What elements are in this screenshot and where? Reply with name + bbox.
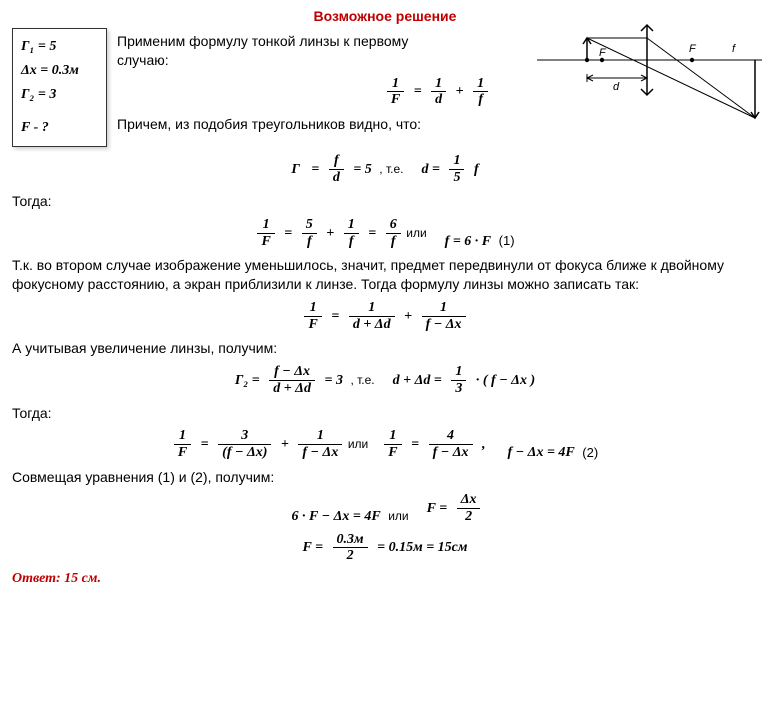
n: f − Δx bbox=[269, 364, 315, 380]
F-right: F bbox=[689, 43, 697, 55]
d: d bbox=[329, 170, 344, 187]
d-label: d bbox=[613, 81, 620, 93]
given-find: F - ? bbox=[21, 116, 98, 140]
n: 1 bbox=[349, 300, 395, 316]
d: (f − Δx) bbox=[218, 445, 271, 462]
ili3: или bbox=[388, 510, 408, 524]
p4: А учитывая увеличение линзы, получим: bbox=[12, 339, 758, 358]
n: 1 bbox=[449, 153, 464, 169]
n: 1 bbox=[174, 428, 191, 444]
d: f bbox=[302, 234, 317, 251]
ddd: d + Δd = bbox=[393, 373, 442, 389]
f-axis: f bbox=[732, 43, 736, 55]
n: 1 bbox=[304, 300, 321, 316]
eq3: = 3 bbox=[324, 373, 342, 389]
eq5: = 5 bbox=[353, 162, 371, 178]
comb: 6 · F − Δx = 4F bbox=[292, 509, 381, 525]
given-g1: Г₁ = 5 bbox=[21, 35, 98, 59]
d: d bbox=[431, 92, 446, 109]
d: f bbox=[473, 92, 488, 109]
d: F bbox=[174, 445, 191, 462]
p5: Совмещая уравнения (1) и (2), получим: bbox=[12, 468, 758, 487]
lens-diagram: F F f d bbox=[537, 20, 762, 130]
answer: Ответ: 15 см. bbox=[12, 571, 758, 587]
res: = 0.15м = 15см bbox=[377, 540, 467, 556]
d: 3 bbox=[451, 381, 466, 398]
paren: · ( f − Δx ) bbox=[476, 373, 535, 389]
d: F bbox=[304, 317, 321, 334]
eq-gamma2: Г₂ = f − Δxd + Δd = 3 , т.е. d + Δd = 13… bbox=[12, 364, 758, 397]
d: f bbox=[386, 234, 401, 251]
n: f bbox=[329, 153, 344, 169]
n1: (1) bbox=[499, 233, 515, 248]
given-box: Г₁ = 5 Δx = 0.3м Г₂ = 3 F - ? bbox=[12, 28, 107, 147]
F-left: F bbox=[599, 47, 607, 59]
n: 5 bbox=[302, 217, 317, 233]
given-dx: Δx = 0.3м bbox=[21, 59, 98, 83]
n: 1 bbox=[344, 217, 359, 233]
d: 2 bbox=[333, 548, 368, 565]
togda2: Тогда: bbox=[12, 404, 758, 423]
d: F bbox=[384, 445, 401, 462]
ili2: или bbox=[348, 437, 368, 451]
p3: Т.к. во втором случае изображение уменьш… bbox=[12, 256, 758, 294]
n: 1 bbox=[257, 217, 274, 233]
d: f − Δx bbox=[429, 445, 473, 462]
d: f − Δx bbox=[298, 445, 342, 462]
Feq2: F = bbox=[302, 540, 323, 556]
d: d + Δd bbox=[269, 381, 315, 398]
d: f bbox=[344, 234, 359, 251]
p2: Причем, из подобия треугольников видно, … bbox=[117, 115, 437, 134]
n: 1 bbox=[387, 76, 404, 92]
n: 1 bbox=[384, 428, 401, 444]
f: f bbox=[474, 162, 479, 178]
eq-gamma: Г = fd = 5 , т.е. d = 15 f bbox=[12, 153, 758, 186]
n: 1 bbox=[298, 428, 342, 444]
d: 2 bbox=[457, 509, 481, 526]
d: F bbox=[257, 234, 274, 251]
togda1: Тогда: bbox=[12, 192, 758, 211]
n: 0.3м bbox=[333, 532, 368, 548]
n: 1 bbox=[431, 76, 446, 92]
fdx4F: f − Δx = 4F bbox=[508, 445, 575, 461]
f6F: f = 6 · F bbox=[445, 234, 491, 250]
n: 1 bbox=[473, 76, 488, 92]
d: F bbox=[387, 92, 404, 109]
n: 4 bbox=[429, 428, 473, 444]
deq: d = bbox=[421, 162, 439, 178]
Feq: F = bbox=[427, 501, 448, 517]
p1: Применим формулу тонкой линзы к первому … bbox=[117, 32, 437, 70]
n: 3 bbox=[218, 428, 271, 444]
eq-combine: 6 · F − Δx = 4F или F = Δx2 bbox=[12, 492, 758, 525]
G: Г bbox=[291, 162, 299, 178]
ili: или bbox=[406, 226, 426, 240]
te2: , т.е. bbox=[350, 373, 374, 387]
given-g2: Г₂ = 3 bbox=[21, 83, 98, 107]
n: 6 bbox=[386, 217, 401, 233]
eq-step2: 1F = 3(f − Δx) + 1f − Δx или 1F = 4f − Δ… bbox=[12, 428, 758, 461]
d: f − Δx bbox=[422, 317, 466, 334]
n: 1 bbox=[422, 300, 466, 316]
n: 1 bbox=[451, 364, 466, 380]
n: Δx bbox=[457, 492, 481, 508]
eq-lens-2: 1F = 1d + Δd + 1f − Δx bbox=[12, 300, 758, 333]
eq-final: F = 0.3м2 = 0.15м = 15см bbox=[12, 532, 758, 565]
te: , т.е. bbox=[379, 162, 403, 176]
G2: Г₂ = bbox=[235, 373, 260, 389]
d: 5 bbox=[449, 170, 464, 187]
d: d + Δd bbox=[349, 317, 395, 334]
eq-step1: 1F = 5f + 1f = 6f или f = 6 · F (1) bbox=[12, 217, 758, 250]
n2: (2) bbox=[582, 445, 598, 460]
